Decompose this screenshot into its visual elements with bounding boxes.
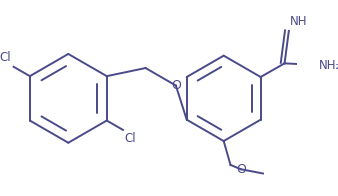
Text: O: O bbox=[171, 79, 181, 92]
Text: NH₂: NH₂ bbox=[319, 59, 338, 72]
Text: Cl: Cl bbox=[0, 51, 11, 64]
Text: Cl: Cl bbox=[125, 132, 136, 145]
Text: NH: NH bbox=[289, 15, 307, 28]
Text: O: O bbox=[236, 163, 246, 176]
